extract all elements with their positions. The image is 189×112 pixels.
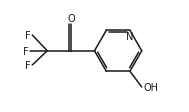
Text: F: F <box>25 31 31 41</box>
Text: F: F <box>23 46 29 56</box>
Text: F: F <box>25 60 31 70</box>
Text: O: O <box>67 14 75 24</box>
Text: OH: OH <box>143 82 158 92</box>
Text: N: N <box>126 32 134 42</box>
